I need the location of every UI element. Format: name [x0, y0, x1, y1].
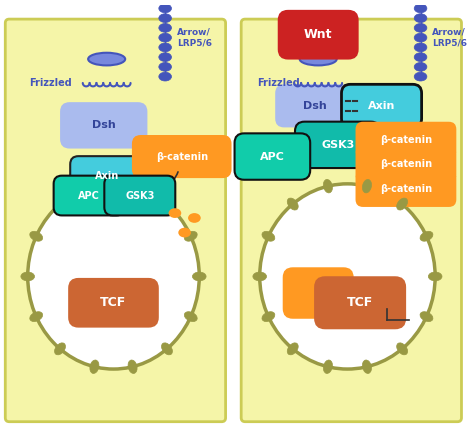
Ellipse shape	[169, 208, 181, 218]
Text: β-catenin: β-catenin	[155, 152, 208, 162]
Ellipse shape	[397, 198, 408, 210]
Text: GSK3: GSK3	[321, 140, 354, 150]
Ellipse shape	[420, 312, 433, 322]
FancyBboxPatch shape	[278, 10, 359, 60]
Ellipse shape	[188, 213, 201, 223]
Ellipse shape	[260, 184, 435, 369]
Ellipse shape	[159, 33, 172, 42]
Ellipse shape	[192, 272, 206, 281]
Ellipse shape	[90, 179, 99, 193]
FancyBboxPatch shape	[5, 19, 226, 422]
Text: Frizzled: Frizzled	[257, 78, 300, 88]
Text: TCF: TCF	[347, 296, 373, 309]
FancyBboxPatch shape	[70, 156, 147, 196]
Ellipse shape	[397, 343, 408, 355]
Text: β-catenin: β-catenin	[380, 159, 432, 169]
Ellipse shape	[414, 43, 427, 52]
Ellipse shape	[262, 231, 275, 241]
Ellipse shape	[184, 312, 197, 322]
FancyBboxPatch shape	[295, 122, 380, 168]
Ellipse shape	[287, 198, 298, 210]
Ellipse shape	[184, 231, 197, 241]
Ellipse shape	[363, 360, 372, 373]
Ellipse shape	[414, 53, 427, 61]
FancyBboxPatch shape	[283, 267, 354, 319]
FancyBboxPatch shape	[356, 122, 456, 158]
Text: Arrow/
LRP5/6: Arrow/ LRP5/6	[177, 28, 212, 47]
FancyBboxPatch shape	[241, 19, 462, 422]
Ellipse shape	[159, 14, 172, 23]
Ellipse shape	[159, 62, 172, 71]
Text: TCF: TCF	[100, 296, 127, 309]
Ellipse shape	[253, 272, 266, 281]
Ellipse shape	[21, 272, 35, 281]
FancyBboxPatch shape	[68, 278, 159, 328]
Ellipse shape	[414, 62, 427, 71]
Ellipse shape	[323, 360, 332, 373]
Text: β-catenin: β-catenin	[380, 135, 432, 145]
Ellipse shape	[55, 198, 65, 210]
Ellipse shape	[414, 23, 427, 32]
Text: β-catenin: β-catenin	[380, 184, 432, 194]
Ellipse shape	[128, 360, 137, 373]
FancyBboxPatch shape	[341, 84, 421, 127]
Text: Frizzled: Frizzled	[29, 78, 72, 88]
Ellipse shape	[159, 23, 172, 32]
FancyBboxPatch shape	[356, 171, 456, 207]
Ellipse shape	[27, 184, 199, 369]
Text: Wnt: Wnt	[304, 28, 332, 41]
Ellipse shape	[162, 343, 173, 355]
Ellipse shape	[159, 4, 172, 13]
Ellipse shape	[159, 53, 172, 61]
Ellipse shape	[30, 231, 43, 241]
Ellipse shape	[414, 33, 427, 42]
Ellipse shape	[414, 72, 427, 81]
Ellipse shape	[30, 312, 43, 322]
Text: Dsh: Dsh	[303, 101, 327, 111]
FancyBboxPatch shape	[104, 176, 175, 216]
Text: Axin: Axin	[368, 101, 395, 111]
Ellipse shape	[414, 14, 427, 23]
FancyBboxPatch shape	[235, 133, 310, 180]
FancyBboxPatch shape	[356, 146, 456, 183]
Text: APC: APC	[260, 152, 285, 162]
Ellipse shape	[323, 179, 332, 193]
Ellipse shape	[262, 312, 275, 322]
Ellipse shape	[414, 4, 427, 13]
FancyBboxPatch shape	[275, 84, 356, 127]
Text: Axin: Axin	[94, 171, 119, 181]
Ellipse shape	[55, 343, 65, 355]
Ellipse shape	[428, 272, 442, 281]
Text: APC: APC	[78, 191, 100, 200]
FancyBboxPatch shape	[60, 102, 147, 149]
Ellipse shape	[420, 231, 433, 241]
FancyBboxPatch shape	[54, 176, 125, 216]
Text: Arrow/
LRP5/6: Arrow/ LRP5/6	[432, 28, 467, 47]
Text: GSK3: GSK3	[125, 191, 155, 200]
Ellipse shape	[178, 228, 191, 237]
FancyBboxPatch shape	[314, 276, 406, 329]
Ellipse shape	[90, 360, 99, 373]
Text: Dsh: Dsh	[92, 120, 116, 130]
Ellipse shape	[363, 179, 372, 193]
Ellipse shape	[162, 198, 173, 210]
Ellipse shape	[88, 53, 125, 65]
Ellipse shape	[300, 53, 337, 65]
Ellipse shape	[159, 43, 172, 52]
Ellipse shape	[159, 72, 172, 81]
FancyBboxPatch shape	[132, 135, 231, 178]
Ellipse shape	[287, 343, 298, 355]
Ellipse shape	[128, 179, 137, 193]
